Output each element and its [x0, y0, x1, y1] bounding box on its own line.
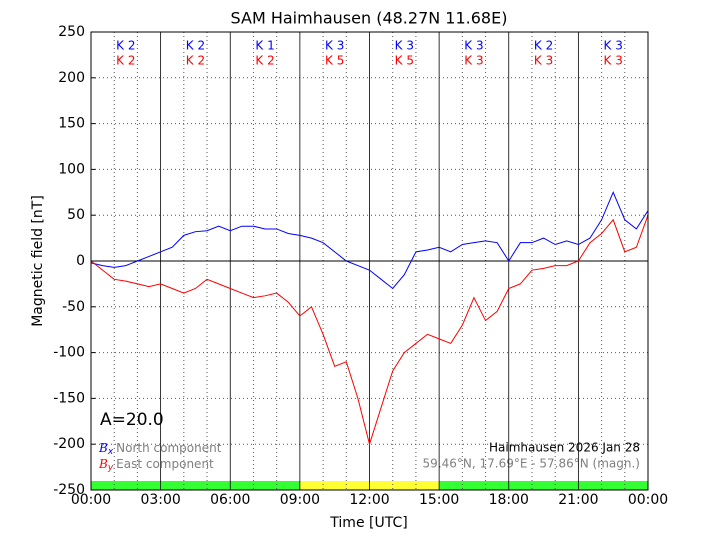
x-tick-label: 09:00 — [280, 492, 320, 508]
k-index: K 3 — [325, 39, 344, 53]
legend-symbol: B — [98, 441, 108, 455]
k-index: K 3 — [604, 54, 623, 68]
k-index: K 2 — [116, 54, 135, 68]
status-segment — [369, 481, 440, 490]
k-index: K 2 — [534, 39, 553, 53]
k-index: K 3 — [534, 54, 553, 68]
y-tick-label: 200 — [58, 70, 85, 86]
k-index: K 3 — [395, 39, 414, 53]
y-tick-label: 0 — [76, 253, 85, 269]
station-date: Haimhausen 2026 Jan 28 — [489, 441, 640, 455]
k-index: K 2 — [186, 54, 205, 68]
y-tick-label: -100 — [53, 345, 85, 361]
k-index: K 3 — [604, 39, 623, 53]
x-tick-label: 03:00 — [140, 492, 180, 508]
k-index: K 3 — [464, 39, 483, 53]
x-tick-label: 00:00 — [71, 492, 111, 508]
chart-title: SAM Haimhausen (48.27N 11.68E) — [231, 9, 508, 28]
y-tick-label: 100 — [58, 161, 85, 177]
status-segment — [299, 481, 370, 490]
x-tick-label: 12:00 — [349, 492, 389, 508]
plot-frame — [90, 31, 649, 491]
status-segment — [160, 481, 231, 490]
status-segment — [508, 481, 579, 490]
k-index: K 3 — [464, 54, 483, 68]
legend-name: East component — [116, 457, 214, 471]
x-tick-label: 21:00 — [558, 492, 598, 508]
y-tick-label: -150 — [53, 390, 85, 406]
k-index: K 5 — [325, 54, 344, 68]
legend-subscript: y — [107, 463, 114, 473]
status-segment — [439, 481, 509, 490]
y-axis-label: Magnetic field [nT] — [30, 195, 46, 327]
k-index: K 1 — [255, 39, 274, 53]
x-tick-label: 06:00 — [210, 492, 250, 508]
status-segment — [230, 481, 300, 490]
y-tick-label: 50 — [67, 207, 85, 223]
legend-entry: By East component — [98, 457, 214, 473]
data-line — [90, 191, 649, 290]
data-line — [90, 215, 649, 447]
x-axis-label: Time [UTC] — [329, 515, 407, 531]
k-index: K 2 — [186, 39, 205, 53]
y-tick-label: 150 — [58, 116, 85, 132]
y-tick-label: -200 — [53, 436, 85, 452]
legend-name: North component — [116, 441, 222, 455]
x-tick-label: 00:00 — [628, 492, 668, 508]
legend-subscript: x — [107, 447, 114, 457]
y-tick-label: -250 — [53, 482, 85, 498]
x-tick-label: 15:00 — [419, 492, 459, 508]
legend-entry: Bx North component — [98, 441, 222, 457]
status-segment — [578, 481, 648, 490]
a-index: A=20.0 — [100, 410, 164, 430]
k-index: K 5 — [395, 54, 414, 68]
y-tick-label: 250 — [58, 24, 85, 40]
x-tick-label: 18:00 — [489, 492, 529, 508]
y-tick-label: -50 — [62, 299, 85, 315]
coordinates: 59.46°N, 17.69°E - 57.86°N (magn.) — [423, 457, 640, 471]
status-segment — [91, 481, 161, 490]
k-index: K 2 — [116, 39, 135, 53]
k-index: K 2 — [255, 54, 274, 68]
legend-symbol: B — [98, 457, 108, 471]
